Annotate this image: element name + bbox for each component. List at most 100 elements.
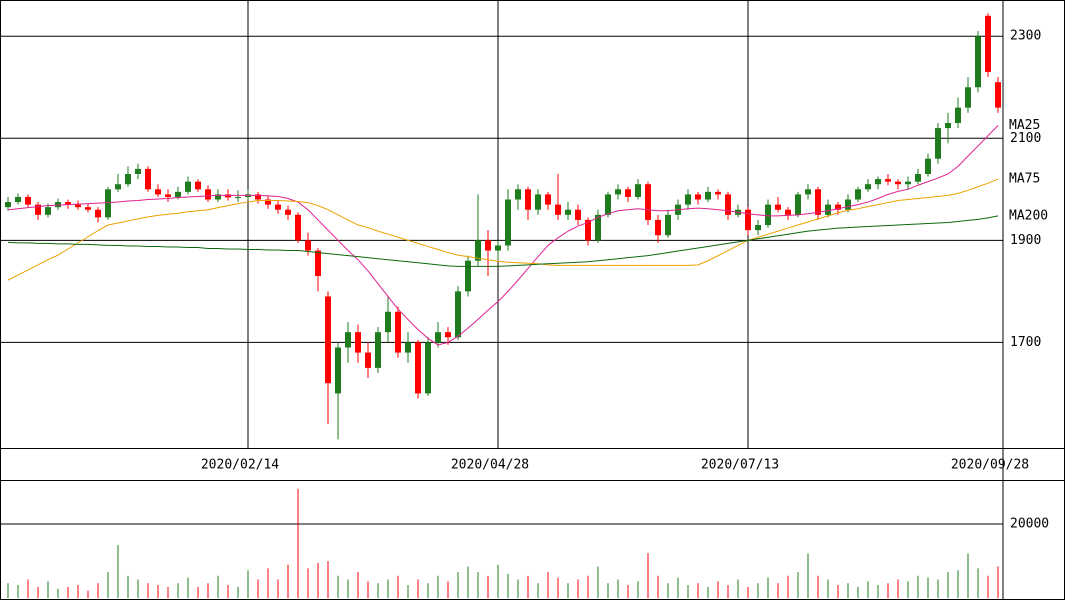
candle-body — [135, 168, 141, 174]
candle-body — [865, 184, 871, 190]
candle-body — [955, 107, 961, 123]
y-tick-label: 1700 — [1010, 335, 1041, 350]
candle-body — [515, 189, 521, 200]
candle-body — [35, 204, 41, 215]
candle-body — [595, 214, 601, 241]
candle-body — [295, 214, 301, 241]
candle-body — [945, 122, 951, 129]
candle-body — [445, 332, 451, 338]
candle-body — [25, 196, 31, 205]
candle-body — [105, 189, 111, 218]
candle-body — [585, 219, 591, 241]
candle-body — [255, 194, 261, 200]
candle-body — [655, 219, 661, 236]
candle-body — [155, 189, 161, 195]
candle-body — [275, 204, 281, 210]
candle-body — [855, 189, 861, 200]
x-tick-label: 2020/07/13 — [701, 458, 779, 473]
candle-body — [315, 250, 321, 277]
candle-body — [685, 194, 691, 205]
candle-body — [935, 128, 941, 159]
ma-label: MA75 — [1009, 172, 1040, 187]
candle-body — [525, 189, 531, 210]
candle-body — [5, 202, 11, 208]
ma-label: MA25 — [1009, 118, 1040, 133]
candle-body — [55, 202, 61, 208]
y-tick-label: 1900 — [1010, 233, 1041, 248]
candle-body — [785, 209, 791, 215]
candle-body — [425, 342, 431, 394]
candle-body — [345, 332, 351, 348]
candle-body — [875, 179, 881, 185]
candle-body — [825, 204, 831, 215]
candle-body — [385, 311, 391, 333]
candle-body — [565, 209, 571, 215]
candle-body — [15, 196, 21, 203]
x-tick-label: 2020/09/28 — [951, 458, 1029, 473]
candle-body — [145, 168, 151, 190]
candle-body — [725, 194, 731, 215]
candle-body — [415, 342, 421, 394]
candle-body — [745, 209, 751, 231]
candle-body — [235, 196, 241, 198]
candle-body — [965, 87, 971, 108]
candle-body — [305, 240, 311, 251]
candle-body — [95, 209, 101, 218]
candle-body — [775, 204, 781, 210]
candle-body — [65, 202, 71, 205]
ma-line — [7, 215, 999, 267]
candle-body — [125, 173, 131, 185]
ma-line — [7, 125, 999, 346]
candle-body — [165, 194, 171, 197]
x-tick-label: 2020/04/28 — [451, 458, 529, 473]
candle-body — [985, 15, 991, 72]
candle-body — [665, 214, 671, 236]
candle-body — [635, 184, 641, 197]
candle-body — [485, 240, 491, 251]
candle-body — [285, 209, 291, 215]
candle-body — [215, 194, 221, 200]
candle-body — [885, 179, 891, 182]
candle-body — [375, 332, 381, 368]
candle-body — [195, 181, 201, 190]
candle-body — [815, 189, 821, 215]
candle-body — [905, 181, 911, 185]
candle-body — [755, 225, 761, 231]
ma-label: MA200 — [1009, 208, 1048, 223]
y-tick-label: 2100 — [1010, 131, 1041, 146]
candle-body — [765, 204, 771, 226]
candle-body — [205, 189, 211, 200]
candle-body — [75, 204, 81, 208]
candle-body — [975, 36, 981, 88]
candle-body — [475, 240, 481, 261]
candle-body — [715, 191, 721, 195]
candle-body — [405, 342, 411, 353]
candle-body — [915, 173, 921, 182]
candle-body — [995, 82, 1001, 108]
candle-body — [535, 194, 541, 210]
candle-body — [835, 204, 841, 210]
candle-body — [555, 204, 561, 215]
candle-body — [625, 189, 631, 197]
y-tick-label: 2300 — [1010, 29, 1041, 44]
candle-body — [645, 184, 651, 220]
candle-body — [575, 209, 581, 220]
candle-body — [605, 194, 611, 215]
candle-body — [805, 189, 811, 195]
candle-body — [225, 194, 231, 198]
candle-body — [545, 194, 551, 205]
candle-body — [335, 347, 341, 394]
candle-body — [175, 191, 181, 197]
candle-body — [925, 158, 931, 174]
ma-line — [7, 178, 999, 281]
candle-body — [355, 332, 361, 353]
candle-body — [705, 191, 711, 200]
candle-body — [895, 181, 901, 185]
candle-body — [45, 207, 51, 215]
candle-body — [455, 291, 461, 338]
candle-body — [115, 184, 121, 190]
candle-body — [695, 194, 701, 200]
candle-body — [465, 260, 471, 292]
